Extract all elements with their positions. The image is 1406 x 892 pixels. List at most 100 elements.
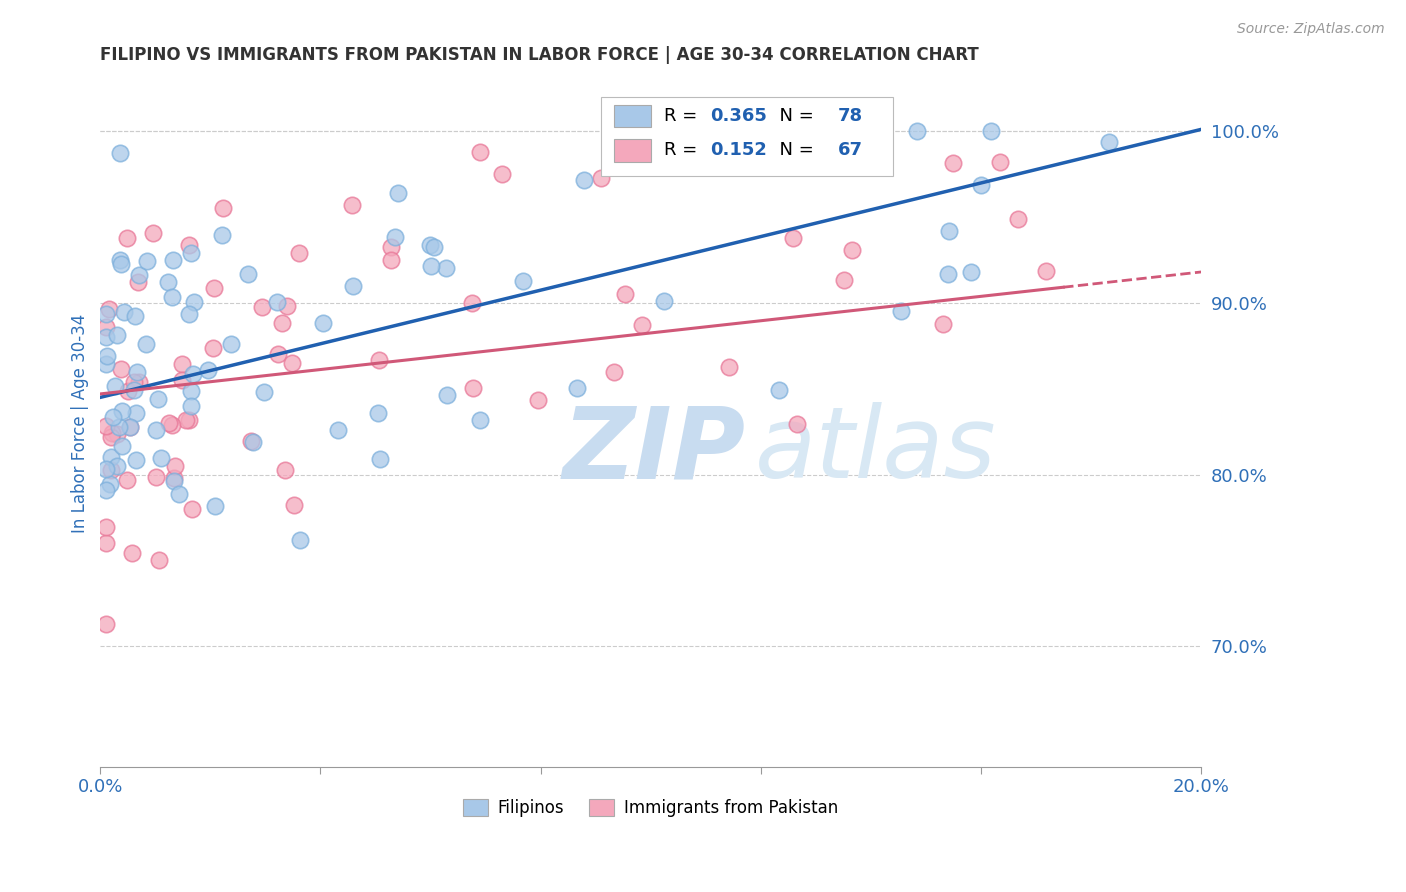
Point <box>461 296 484 310</box>
Text: ZIP: ZIP <box>562 402 745 500</box>
Point <box>108 419 131 434</box>
Point <box>942 156 965 170</box>
Point <box>180 399 202 413</box>
FancyBboxPatch shape <box>614 139 651 161</box>
Point <box>149 451 172 466</box>
Point <box>491 168 513 182</box>
Point <box>905 124 928 138</box>
Point <box>419 259 441 273</box>
Point <box>572 173 595 187</box>
Point <box>94 520 117 534</box>
Point <box>148 553 170 567</box>
Point <box>283 498 305 512</box>
Point <box>94 319 117 334</box>
Point <box>94 306 117 320</box>
Point <box>118 420 141 434</box>
Point <box>163 470 186 484</box>
FancyBboxPatch shape <box>614 104 651 128</box>
Point <box>94 483 117 497</box>
Point <box>105 327 128 342</box>
Point <box>103 409 125 424</box>
Point <box>201 342 224 356</box>
Point <box>167 487 190 501</box>
Point <box>179 307 201 321</box>
Point <box>211 227 233 242</box>
Text: 0.365: 0.365 <box>710 107 766 125</box>
Point <box>281 356 304 370</box>
Point <box>326 423 349 437</box>
Point <box>613 287 636 301</box>
Point <box>960 265 983 279</box>
Point <box>276 299 298 313</box>
Point <box>527 392 550 407</box>
Point <box>96 462 118 476</box>
Point <box>98 477 121 491</box>
Point <box>1035 264 1057 278</box>
Point <box>717 360 740 375</box>
Point <box>782 231 804 245</box>
Point <box>287 246 309 260</box>
Point <box>163 474 186 488</box>
Point <box>180 384 202 398</box>
Point <box>110 252 132 267</box>
Point <box>104 379 127 393</box>
Point <box>117 384 139 398</box>
Point <box>177 237 200 252</box>
Point <box>110 145 132 160</box>
Point <box>179 413 201 427</box>
Point <box>197 363 219 377</box>
Point <box>121 546 143 560</box>
Point <box>159 416 181 430</box>
Point <box>125 406 148 420</box>
Point <box>165 459 187 474</box>
Point <box>145 423 167 437</box>
Text: N =: N = <box>768 107 820 125</box>
Point <box>118 419 141 434</box>
Point <box>122 375 145 389</box>
Point <box>380 253 402 268</box>
Point <box>630 144 652 158</box>
Point <box>105 459 128 474</box>
Point <box>112 304 135 318</box>
Point <box>135 336 157 351</box>
Point <box>367 406 389 420</box>
Text: N =: N = <box>768 142 820 160</box>
Point <box>172 373 194 387</box>
Text: 67: 67 <box>838 142 863 160</box>
Point <box>162 252 184 267</box>
Point <box>135 253 157 268</box>
Point <box>96 349 118 363</box>
Point <box>100 450 122 464</box>
FancyBboxPatch shape <box>600 97 893 176</box>
Point <box>212 201 235 215</box>
Point <box>181 502 204 516</box>
Point <box>468 145 491 160</box>
Point <box>128 268 150 283</box>
Point <box>94 357 117 371</box>
Point <box>111 404 134 418</box>
Point <box>115 473 138 487</box>
Point <box>834 273 856 287</box>
Point <box>274 463 297 477</box>
Point <box>160 290 183 304</box>
Point <box>94 536 117 550</box>
Point <box>1007 212 1029 227</box>
Point <box>786 417 808 432</box>
Point <box>125 452 148 467</box>
Point <box>253 385 276 400</box>
Point <box>512 274 534 288</box>
Point <box>652 293 675 308</box>
Point <box>266 294 288 309</box>
Point <box>94 616 117 631</box>
Point <box>589 171 612 186</box>
Point <box>380 240 402 254</box>
Point <box>127 275 149 289</box>
Point <box>124 383 146 397</box>
Point <box>128 375 150 389</box>
Point <box>94 419 117 434</box>
Point <box>172 358 194 372</box>
Text: 78: 78 <box>838 107 863 125</box>
Point <box>288 533 311 547</box>
Point <box>931 317 953 331</box>
Point <box>312 316 335 330</box>
